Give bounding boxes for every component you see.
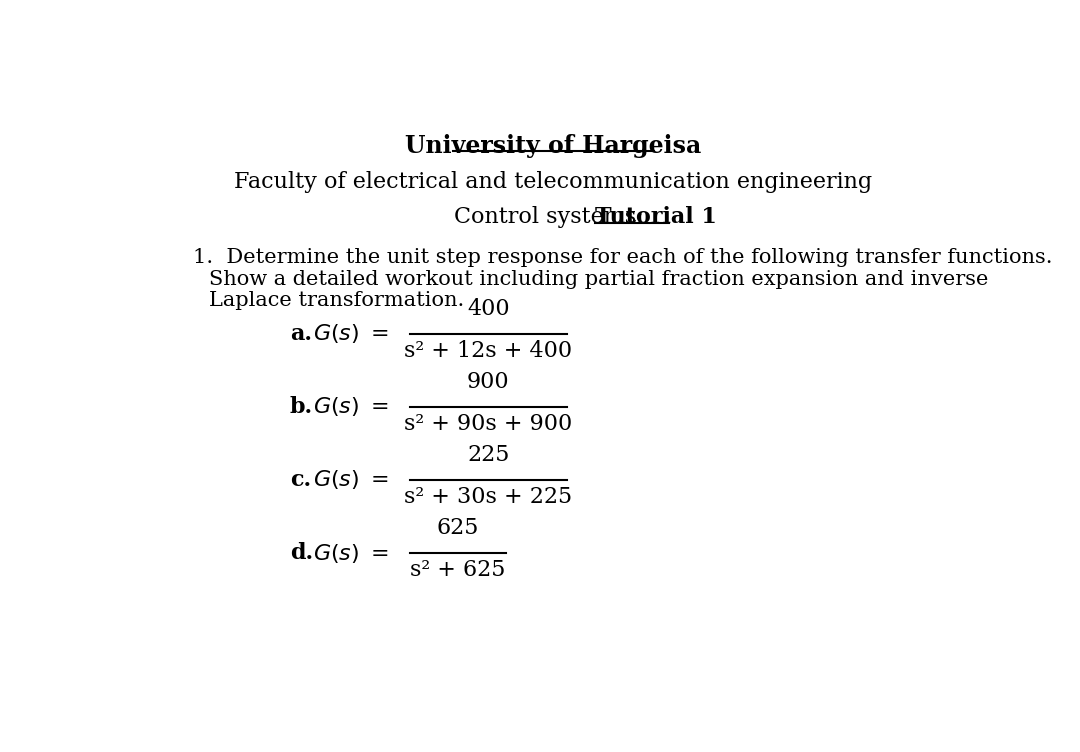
Text: 400: 400 bbox=[467, 298, 510, 320]
Text: $G(s)$ $=$: $G(s)$ $=$ bbox=[313, 396, 389, 418]
Text: 225: 225 bbox=[468, 444, 510, 466]
Text: Show a detailed workout including partial fraction expansion and inverse: Show a detailed workout including partia… bbox=[208, 270, 988, 289]
Text: a.: a. bbox=[291, 323, 312, 344]
Text: b.: b. bbox=[291, 396, 313, 417]
Text: c.: c. bbox=[291, 468, 311, 491]
Text: s² + 12s + 400: s² + 12s + 400 bbox=[404, 340, 572, 362]
Text: 1.  Determine the unit step response for each of the following transfer function: 1. Determine the unit step response for … bbox=[193, 248, 1053, 267]
Text: Control systems:: Control systems: bbox=[455, 206, 651, 228]
Text: s² + 90s + 900: s² + 90s + 900 bbox=[404, 413, 572, 435]
Text: University of Hargeisa: University of Hargeisa bbox=[405, 134, 702, 158]
Text: s² + 625: s² + 625 bbox=[410, 559, 505, 581]
Text: Faculty of electrical and telecommunication engineering: Faculty of electrical and telecommunicat… bbox=[234, 171, 873, 193]
Text: 625: 625 bbox=[437, 517, 480, 539]
Text: d.: d. bbox=[291, 542, 313, 564]
Text: Laplace transformation.: Laplace transformation. bbox=[208, 291, 464, 311]
Text: $G(s)$ $=$: $G(s)$ $=$ bbox=[313, 541, 389, 565]
Text: $G(s)$ $=$: $G(s)$ $=$ bbox=[313, 468, 389, 491]
Text: s² + 30s + 225: s² + 30s + 225 bbox=[404, 486, 572, 508]
Text: Tutorial 1: Tutorial 1 bbox=[595, 206, 717, 228]
Text: $G(s)$ $=$: $G(s)$ $=$ bbox=[313, 322, 389, 345]
Text: 900: 900 bbox=[467, 371, 510, 393]
